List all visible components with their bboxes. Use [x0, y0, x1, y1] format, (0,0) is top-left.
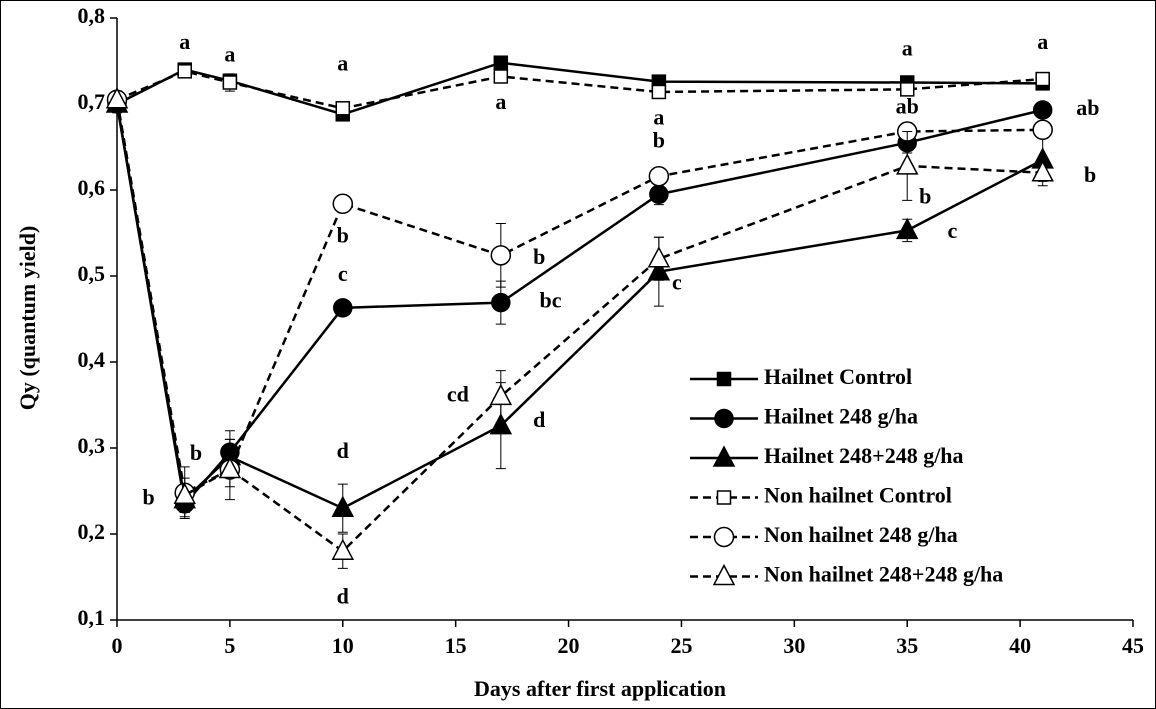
x-tick-label: 20	[558, 633, 580, 658]
data-point	[651, 84, 667, 100]
annotation: b	[142, 485, 154, 510]
data-point	[647, 246, 671, 268]
x-tick-label: 45	[1122, 633, 1144, 658]
x-tick-label: 15	[445, 633, 467, 658]
series-line	[115, 99, 1043, 553]
data-point	[899, 82, 915, 97]
x-tick-label: 30	[783, 633, 805, 658]
legend-marker	[713, 526, 735, 548]
data-point	[493, 69, 509, 84]
y-tick-label: 0,1	[78, 605, 106, 630]
annotation: b	[533, 244, 545, 269]
legend-label: Non hailnet 248+248 g/ha	[764, 562, 1003, 587]
legend-label: Non hailnet Control	[764, 483, 952, 508]
annotation: ab	[1076, 95, 1099, 120]
y-tick-label: 0,2	[78, 519, 106, 544]
data-point	[1032, 100, 1053, 120]
y-tick-label: 0,4	[78, 347, 106, 372]
legend-marker	[714, 408, 734, 429]
data-point	[895, 153, 919, 175]
y-tick-label: 0,3	[78, 433, 106, 458]
legend-marker	[716, 371, 732, 387]
legend-marker	[712, 445, 736, 467]
data-point	[332, 193, 354, 215]
annotation: a	[495, 89, 506, 114]
annotation: cd	[447, 381, 469, 406]
annotation: b	[653, 128, 665, 153]
series-line	[116, 61, 1043, 116]
x-tick-label: 25	[670, 633, 692, 658]
data-point	[333, 298, 353, 318]
y-tick-label: 0,7	[78, 89, 106, 114]
annotation: a	[902, 36, 913, 61]
annotation: c	[672, 270, 682, 295]
data-point	[895, 217, 919, 240]
data-point	[490, 245, 512, 266]
data-point	[649, 184, 669, 205]
legend-label: Hailnet 248 g/ha	[764, 404, 918, 429]
annotation: b	[1084, 162, 1096, 187]
annotation: d	[337, 584, 349, 609]
data-point	[173, 482, 196, 505]
data-point	[177, 64, 192, 79]
y-tick-label: 0,8	[78, 3, 106, 28]
x-tick-label: 40	[1009, 633, 1031, 658]
annotation: ab	[896, 93, 919, 118]
data-point	[335, 101, 351, 116]
x-tick-label: 10	[332, 633, 354, 658]
legend-label: Hailnet 248+248 g/ha	[764, 443, 964, 468]
annotation: a	[179, 29, 190, 54]
annotation: d	[533, 407, 545, 432]
annotation: b	[919, 184, 931, 209]
annotation: bc	[539, 288, 561, 313]
data-point	[331, 495, 355, 517]
series-line	[116, 70, 1043, 110]
annotation: c	[947, 218, 957, 243]
data-point	[489, 383, 513, 406]
data-point	[491, 292, 511, 313]
data-point	[1031, 160, 1054, 182]
y-tick-label: 0,6	[78, 175, 106, 200]
x-tick-label: 0	[112, 633, 123, 658]
data-point	[331, 538, 355, 560]
annotation: c	[338, 261, 348, 286]
data-point	[222, 75, 238, 90]
y-axis-label: Qy (quantum yield)	[15, 226, 40, 411]
data-point	[493, 55, 509, 70]
annotation: a	[653, 105, 664, 130]
annotation: b	[337, 222, 349, 247]
legend-label: Non hailnet 248 g/ha	[764, 522, 958, 547]
x-tick-label: 5	[224, 633, 235, 658]
legend-marker	[716, 490, 732, 505]
annotation: a	[337, 50, 348, 75]
annotation: b	[190, 440, 202, 465]
data-point	[218, 456, 242, 479]
x-tick-label: 35	[896, 633, 918, 658]
data-point	[1032, 119, 1053, 141]
x-axis-label: Days after first application	[474, 676, 726, 701]
data-point	[1035, 71, 1050, 87]
data-point	[648, 165, 670, 187]
annotation: a	[224, 42, 235, 67]
y-tick-label: 0,5	[78, 261, 106, 286]
data-point	[489, 413, 513, 435]
annotation: a	[1037, 29, 1048, 54]
legend-marker	[712, 563, 736, 586]
data-point	[105, 87, 129, 109]
legend-label: Hailnet Control	[764, 364, 912, 389]
annotation: d	[337, 438, 349, 463]
